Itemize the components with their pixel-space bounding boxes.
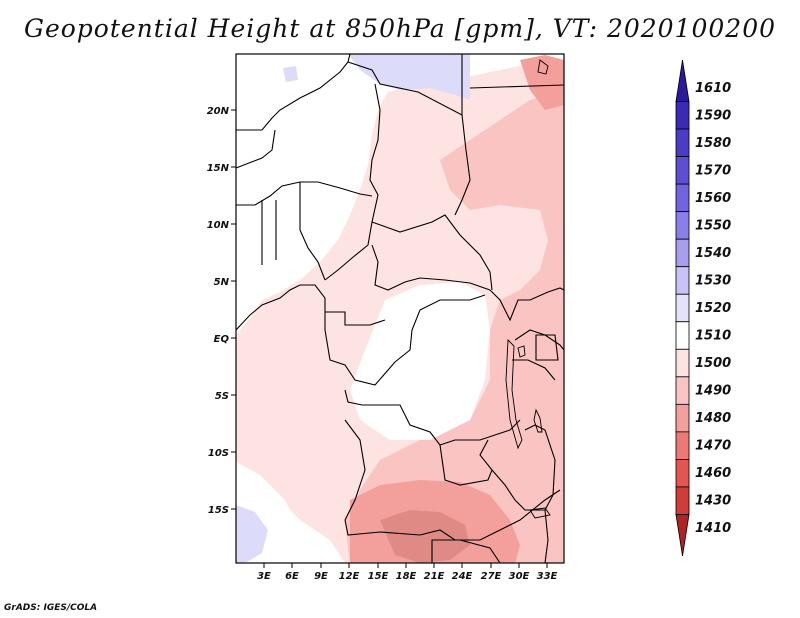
x-tick-label: 33E [537,571,558,582]
colorbar-swatch [675,101,690,130]
map-panel: 20N 15N 10N 5N EQ 5S 10S 15S 3E 6E 9E [207,53,565,582]
colorbar-label: 1540 [695,246,731,261]
colorbar-label: 1530 [695,273,731,288]
contour-1520-nw [283,66,298,82]
colorbar-label: 1430 [695,494,731,509]
x-tick-label: 30E [509,571,530,582]
colorbar-label: 1570 [695,163,731,178]
contour-1490 [345,90,564,563]
y-tick-label: 10S [208,448,229,459]
lakes [505,59,551,519]
credit-label: GrADS: IGES/COLA [4,603,98,613]
colorbar-label: 1550 [695,218,731,233]
colorbar: 1610 1590 1580 1570 1560 1550 1540 1530 1520 1510… [675,59,731,557]
x-tick-label: 27E [481,571,502,582]
colorbar-label: 1590 [695,108,731,123]
colorbar-label: 1610 [695,81,731,96]
x-tick-label: 3E [257,571,271,582]
colorbar-swatch [675,59,690,102]
colorbar-label: 1470 [695,439,731,454]
contour-1510-centre [350,282,490,440]
y-tick-label: 5S [215,391,229,402]
colorbar-swatch [675,293,690,323]
x-tick-label: 12E [339,571,360,582]
y-tick-label: 15N [207,163,230,174]
colorbar-swatch [675,514,690,557]
colorbar-swatch [675,376,690,405]
contour-1480-east [520,55,564,110]
map-title: Geopotential Height at 850hPa [gpm], VT:… [23,14,777,43]
colorbar-swatch [675,431,690,460]
colorbar-label: 1480 [695,411,731,426]
contour-1520-sw [236,505,268,563]
colorbar-swatch [675,128,690,157]
colorbar-swatch [675,403,690,433]
contour-1520-n [348,54,470,100]
colorbar-label: 1580 [695,136,731,151]
colorbar-swatch [675,183,690,213]
colorbar-label: 1520 [695,301,731,316]
colorbar-swatch [675,348,690,378]
map-frame [235,53,565,564]
x-tick-label: 15E [368,571,389,582]
y-tick-label: 15S [208,505,229,516]
colorbar-swatch [675,486,690,515]
y-tick-label: 10N [207,220,230,231]
x-tick-label: 21E [424,571,445,582]
colorbar-label: 1560 [695,191,731,206]
y-tick-label: 5N [214,277,230,288]
colorbar-label: 1490 [695,384,731,399]
colorbar-label: 1510 [695,329,731,344]
y-axis [231,109,236,510]
x-axis [263,563,548,568]
colorbar-label: 1460 [695,466,731,481]
x-tick-label: 24E [452,571,473,582]
colorbar-swatch [675,238,690,268]
colorbar-label: 1410 [695,521,731,536]
x-tick-label: 9E [314,571,328,582]
colorbar-swatch [675,211,690,240]
colorbar-swatch [675,156,690,185]
colorbar-swatch [675,266,690,295]
x-tick-label: 18E [396,571,417,582]
country-borders [235,53,565,564]
colorbar-label: 1500 [695,356,731,371]
colorbar-swatch [675,459,690,488]
contour-1470 [380,510,470,563]
contour-1510-nw [236,54,350,250]
y-tick-label: EQ [214,334,230,345]
colorbar-swatch [675,321,690,350]
y-tick-label: 20N [207,106,230,117]
x-tick-label: 6E [285,571,299,582]
